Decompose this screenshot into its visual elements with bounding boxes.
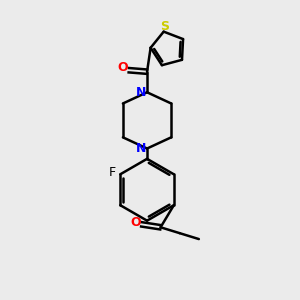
Text: O: O (117, 61, 128, 74)
Text: F: F (109, 166, 116, 179)
Text: O: O (130, 216, 141, 230)
Text: N: N (136, 142, 146, 155)
Text: S: S (160, 20, 169, 33)
Text: N: N (136, 86, 146, 99)
